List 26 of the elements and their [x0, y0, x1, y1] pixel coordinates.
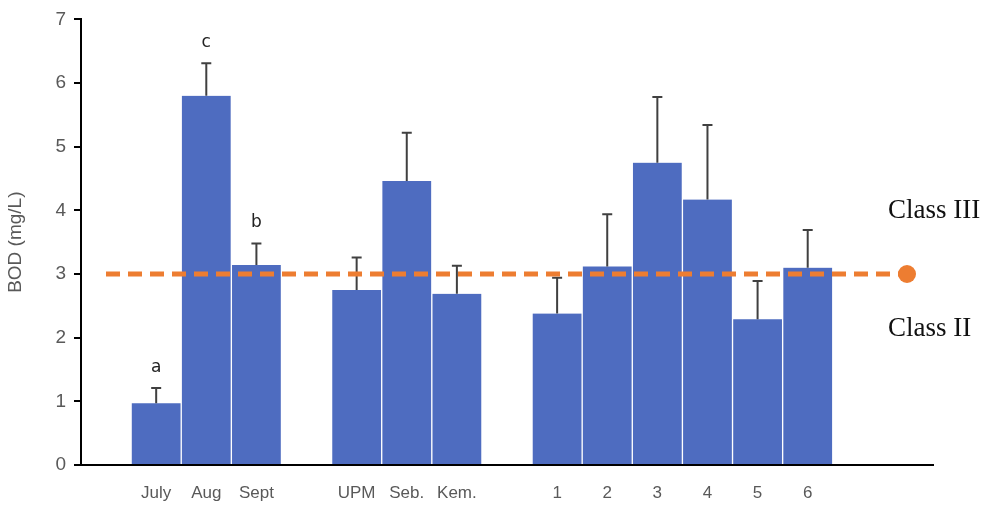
data-label: b	[251, 211, 262, 232]
data-label: a	[150, 355, 162, 376]
y-tick-label: 6	[55, 71, 66, 93]
x-tick-label: 5	[752, 482, 763, 502]
x-tick-label: 2	[602, 482, 612, 502]
y-tick-label: 4	[55, 198, 67, 220]
x-tick-label: Kem.	[437, 482, 477, 502]
x-tick-label: Seb.	[389, 482, 425, 502]
x-tick-label: 6	[802, 482, 813, 502]
x-tick-label: 4	[702, 482, 713, 502]
y-tick-label: 3	[55, 262, 66, 284]
x-tick-label: Aug	[191, 482, 222, 502]
x-tick-label: UPM	[337, 482, 376, 502]
y-tick-label: 0	[55, 453, 66, 475]
y-tick-label: 5	[55, 134, 66, 156]
annotation: Class II	[888, 312, 972, 344]
y-tick-label: 7	[55, 7, 66, 29]
annotation: Class III	[888, 194, 981, 226]
x-tick-label: 1	[552, 482, 562, 502]
x-tick-label: 3	[652, 482, 663, 502]
y-axis-title: BOD (mg/L)	[3, 191, 25, 293]
x-tick-label: July	[141, 482, 172, 502]
y-tick-label: 2	[55, 325, 66, 347]
y-tick-label: 1	[55, 389, 66, 411]
x-tick-label: Sept	[238, 482, 275, 502]
data-label: c	[201, 31, 211, 52]
